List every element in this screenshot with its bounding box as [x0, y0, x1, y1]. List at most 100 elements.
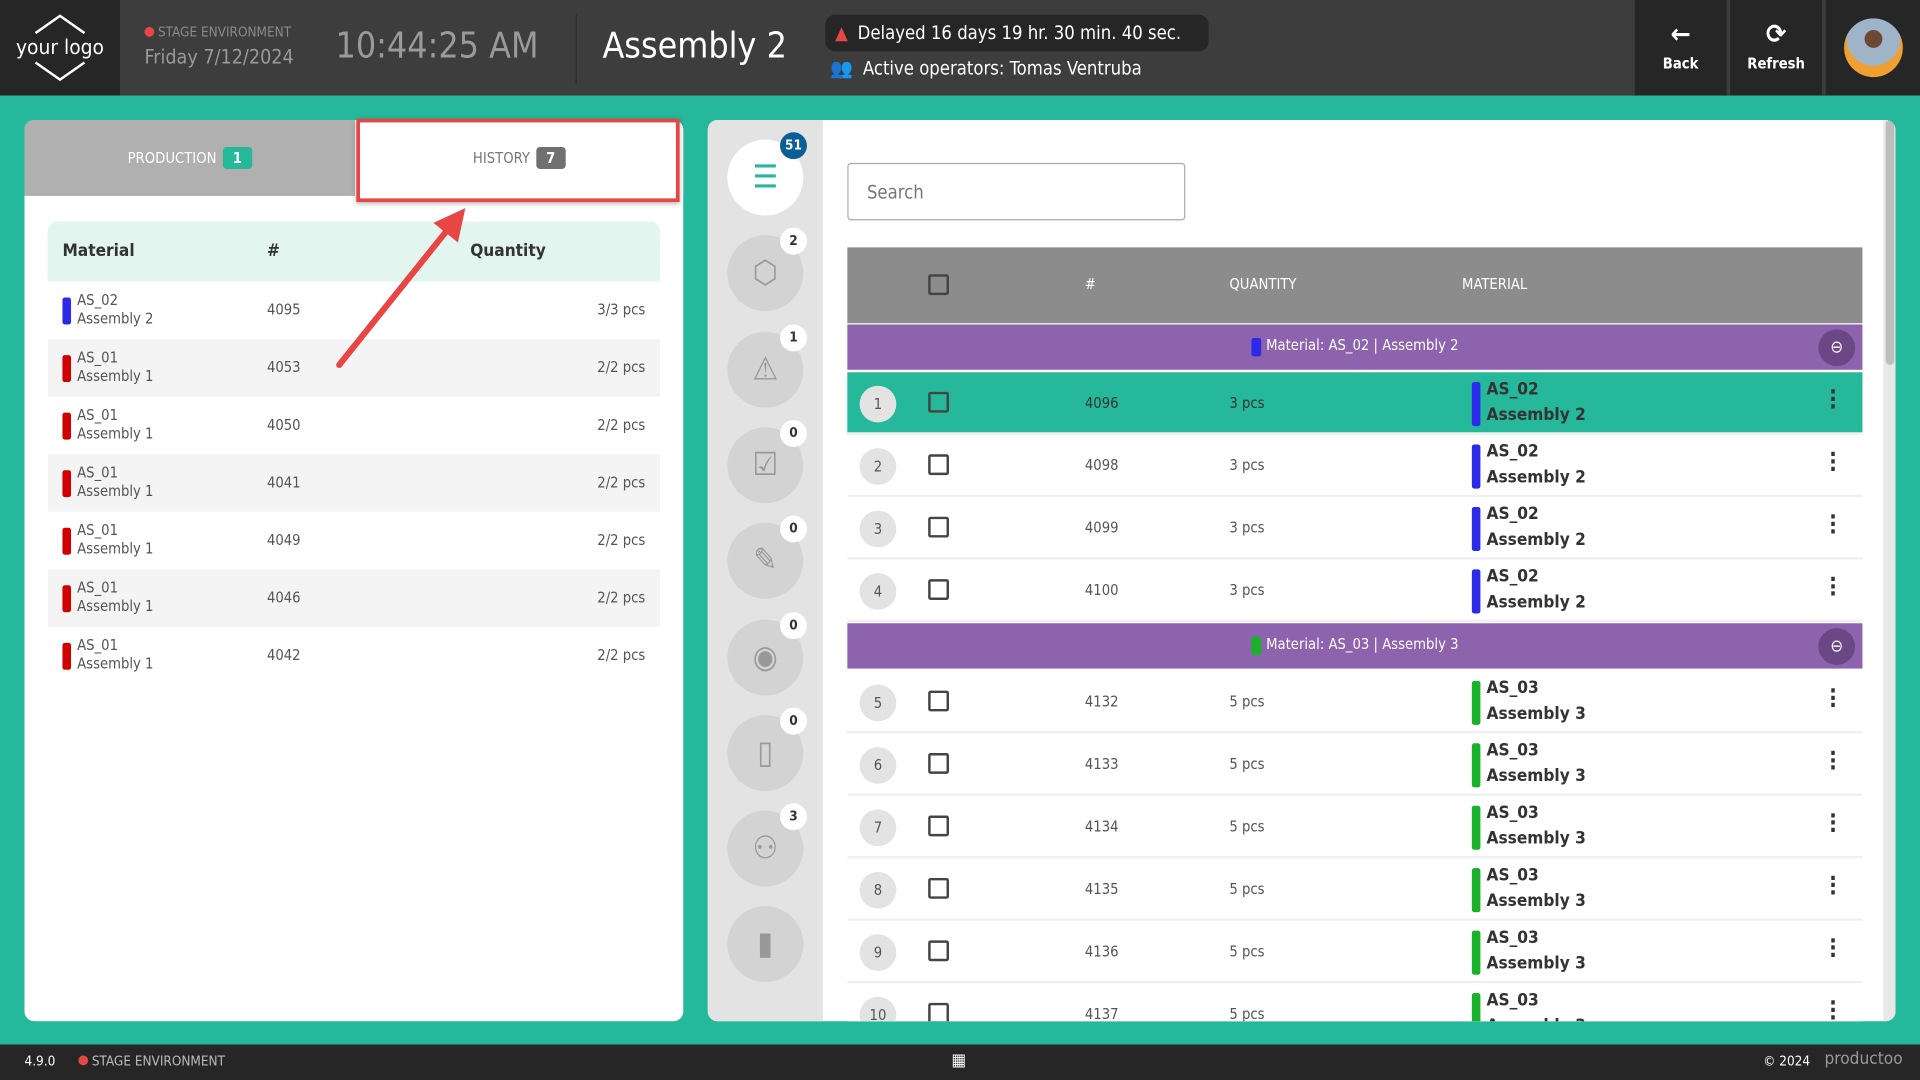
row-index: 6 [859, 746, 897, 784]
quantity: 3 pcs [1229, 581, 1265, 599]
sidebar-item[interactable]: ☑ 0 [727, 419, 807, 504]
more-options-icon[interactable]: · · · [1829, 803, 1837, 844]
order-number: 4132 [1084, 693, 1119, 711]
row-index: 1 [859, 385, 897, 423]
history-row[interactable]: AS_02 Assembly 2 4095 3/3 pcs [48, 282, 660, 340]
quantity: 2/2 pcs [597, 588, 646, 607]
history-row[interactable]: AS_01 Assembly 1 4042 2/2 pcs [48, 627, 660, 685]
apps-grid-icon[interactable]: ▦ [951, 1050, 967, 1071]
sidebar-item[interactable]: ⚇ 3 [727, 803, 807, 887]
sidebar-item[interactable]: ◉ 0 [727, 611, 807, 695]
material-color-bar [62, 527, 72, 555]
more-options-icon[interactable]: · · · [1829, 566, 1837, 608]
row-checkbox[interactable] [928, 579, 949, 601]
order-row[interactable]: 1 4096 3 pcs AS_02 Assembly 2 · · · [847, 372, 1863, 435]
material-color-bar [1471, 506, 1481, 552]
row-checkbox[interactable] [928, 877, 949, 899]
row-index: 5 [859, 684, 897, 722]
history-row[interactable]: AS_01 Assembly 1 4041 2/2 pcs [47, 454, 661, 512]
order-row[interactable]: 2 4098 3 pcs AS_02 Assembly 2 · · · [847, 434, 1863, 498]
row-checkbox[interactable] [928, 391, 949, 413]
status-dot-icon [144, 26, 155, 37]
sidebar-item[interactable]: ▮ [727, 906, 804, 983]
status-dot-icon [78, 1055, 89, 1066]
row-checkbox[interactable] [928, 454, 949, 476]
more-options-icon[interactable]: · · · [1829, 740, 1837, 782]
copyright: © 2024 [1763, 1053, 1811, 1069]
select-all-checkbox[interactable] [928, 274, 949, 296]
more-options-icon[interactable]: · · · [1829, 990, 1837, 1022]
quantity: 5 pcs [1229, 817, 1265, 836]
tab-production[interactable]: PRODUCTION 1 [24, 120, 356, 196]
row-index: 2 [859, 448, 897, 485]
row-index: 7 [859, 809, 897, 847]
material-color-bar [62, 585, 72, 613]
order-row[interactable]: 5 4132 5 pcs AS_03 Assembly 3 · · · [847, 671, 1863, 734]
sidebar-item[interactable]: ⚠ 1 [727, 323, 807, 408]
history-row[interactable]: AS_01 Assembly 1 4050 2/2 pcs [48, 397, 660, 455]
row-index: 10 [859, 996, 897, 1022]
quantity: 5 pcs [1229, 942, 1265, 961]
scrollbar[interactable] [1883, 120, 1896, 1022]
history-row[interactable]: AS_01 Assembly 1 4046 2/2 pcs [47, 569, 661, 627]
users-icon: 👥 [830, 57, 854, 80]
search-input[interactable] [847, 162, 1186, 221]
history-row[interactable]: AS_01 Assembly 1 4049 2/2 pcs [48, 512, 660, 570]
more-options-icon[interactable]: · · · [1829, 678, 1837, 719]
material-color-bar [62, 355, 72, 383]
eye-icon: ◉ [752, 638, 778, 676]
material-name: Assembly 1 [77, 424, 154, 443]
order-row[interactable]: 4 4100 3 pcs AS_02 Assembly 2 · · · [847, 559, 1863, 623]
orders-table-header: # QUANTITY MATERIAL [847, 247, 1863, 324]
count-badge: 2 [780, 228, 807, 256]
material-code: AS_02 [1486, 504, 1539, 525]
more-options-icon[interactable]: · · · [1829, 928, 1837, 969]
task-list-icon: ☰ [752, 159, 779, 196]
order-row[interactable]: 6 4133 5 pcs AS_03 Assembly 3 · · · [847, 733, 1863, 796]
order-row[interactable]: 7 4134 5 pcs AS_03 Assembly 3 · · · [847, 795, 1863, 859]
back-button[interactable]: ← Back [1632, 0, 1727, 96]
sidebar-item[interactable]: ✎ 0 [727, 515, 807, 600]
row-checkbox[interactable] [928, 690, 949, 712]
material-color-bar [62, 297, 72, 325]
row-checkbox[interactable] [928, 753, 949, 774]
sidebar-item[interactable]: ☰ 51 [727, 132, 807, 216]
row-checkbox[interactable] [928, 815, 949, 837]
more-options-icon[interactable]: · · · [1829, 442, 1837, 483]
row-checkbox[interactable] [928, 940, 949, 962]
delay-text: Delayed 16 days 19 hr. 30 min. 40 sec. [857, 22, 1182, 45]
more-options-icon[interactable]: · · · [1829, 865, 1837, 907]
sidebar-item[interactable]: ⬡ 2 [727, 228, 807, 312]
row-index: 4 [859, 573, 897, 610]
user-avatar[interactable] [1823, 0, 1920, 96]
link-icon[interactable]: ⊖ [1818, 329, 1856, 367]
material-code: AS_03 [1486, 678, 1539, 698]
order-row[interactable]: 8 4135 5 pcs AS_03 Assembly 3 · · · [847, 858, 1863, 921]
more-options-icon[interactable]: · · · [1829, 504, 1837, 545]
more-options-icon[interactable]: · · · [1829, 379, 1837, 421]
quantity: 2/2 pcs [597, 646, 646, 664]
logo-text: your logo [15, 35, 105, 61]
count-badge: 0 [780, 611, 807, 639]
refresh-button[interactable]: ⟳ Refresh [1727, 0, 1823, 96]
material-color-bar [1471, 868, 1481, 913]
tab-label: PRODUCTION [127, 149, 217, 167]
row-checkbox[interactable] [928, 516, 949, 538]
material-name: Assembly 3 [1486, 891, 1586, 912]
order-number: 4099 [1084, 519, 1119, 537]
quantity: 3/3 pcs [597, 301, 646, 319]
row-checkbox[interactable] [928, 1002, 949, 1022]
history-table-header: Material # Quantity [47, 221, 661, 282]
material-code: AS_03 [1486, 740, 1539, 761]
order-row[interactable]: 9 4136 5 pcs AS_03 Assembly 3 · · · [847, 920, 1863, 984]
material-code: AS_02 [77, 291, 119, 309]
col-number: # [1084, 275, 1096, 293]
sidebar-item[interactable]: ▯ 0 [727, 707, 807, 791]
material-color-bar [62, 642, 72, 670]
material-color-bar [1471, 743, 1481, 788]
link-icon[interactable]: ⊖ [1818, 628, 1856, 665]
tab-history[interactable]: HISTORY 7 [355, 120, 684, 196]
order-row[interactable]: 10 4137 5 pcs AS_03 Assembly 3 ··· [847, 983, 1863, 1022]
page-title: Assembly 2 [602, 24, 787, 67]
order-row[interactable]: 3 4099 3 pcs AS_02 Assembly 2 · · · [847, 497, 1863, 560]
